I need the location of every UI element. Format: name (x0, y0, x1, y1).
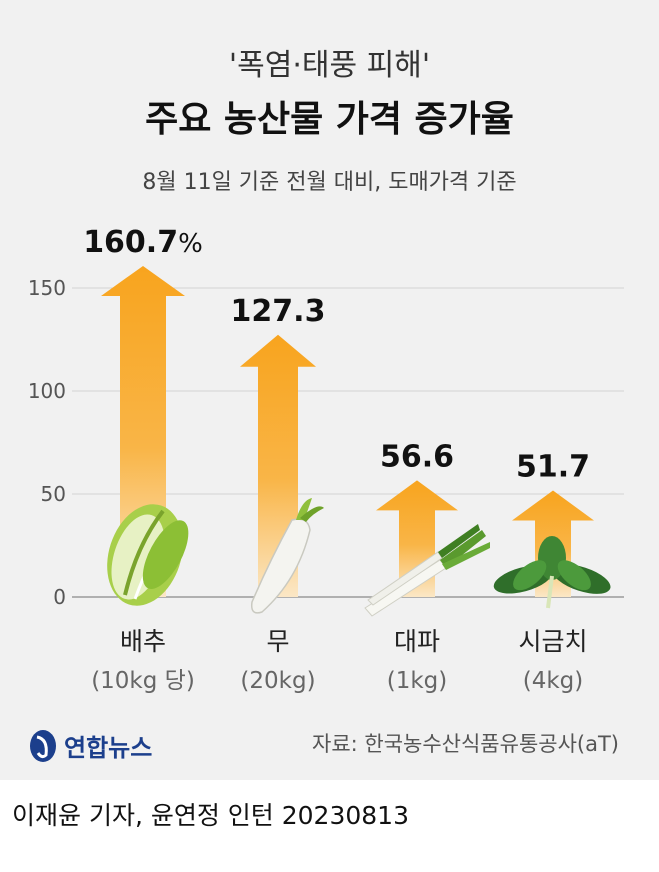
spinach-icon (493, 536, 611, 609)
chart-note: 8월 11일 기준 전월 대비, 도매가격 기준 (142, 170, 517, 195)
chart-subtitle: '폭염·태풍 피해' (228, 48, 431, 83)
infographic-panel (0, 0, 659, 780)
green-onion-icon (364, 524, 490, 617)
yonhap-logo-icon (30, 729, 56, 762)
chart-title: 주요 농산물 가격 증가율 (145, 99, 514, 140)
logo-text: 연합뉴스 (64, 734, 153, 762)
cabbage-icon (107, 504, 189, 606)
x-tick-unit: (4kg) (523, 668, 584, 694)
x-tick-unit: (1kg) (387, 668, 448, 694)
source-note: 자료: 한국농수산식품유통공사(aT) (312, 732, 619, 756)
x-tick-label: 무 (266, 627, 289, 656)
logo: 연합뉴스 (28, 728, 152, 763)
x-tick-label: 배추 (120, 627, 166, 656)
data-label: 160.7% (83, 225, 203, 260)
x-tick-label: 대파 (394, 627, 440, 656)
x-tick-label: 시금치 (518, 627, 587, 656)
bar-chart: 0 50 100 150 (28, 225, 624, 694)
credit-line: 이재윤 기자, 윤연정 인턴 20230813 (12, 801, 409, 830)
data-label: 56.6 (380, 439, 454, 474)
radish-icon (250, 498, 324, 614)
bar-대파 (376, 480, 458, 597)
y-tick-label: 0 (53, 585, 66, 609)
percent-suffix: % (178, 229, 203, 259)
x-tick-unit: (20kg) (240, 668, 315, 694)
data-label: 127.3 (231, 294, 326, 329)
x-tick-unit: (10kg 당) (91, 668, 195, 694)
data-label: 51.7 (516, 449, 590, 484)
y-tick-label: 100 (28, 379, 66, 403)
y-tick-label: 50 (41, 482, 66, 506)
y-tick-label: 150 (28, 276, 66, 300)
